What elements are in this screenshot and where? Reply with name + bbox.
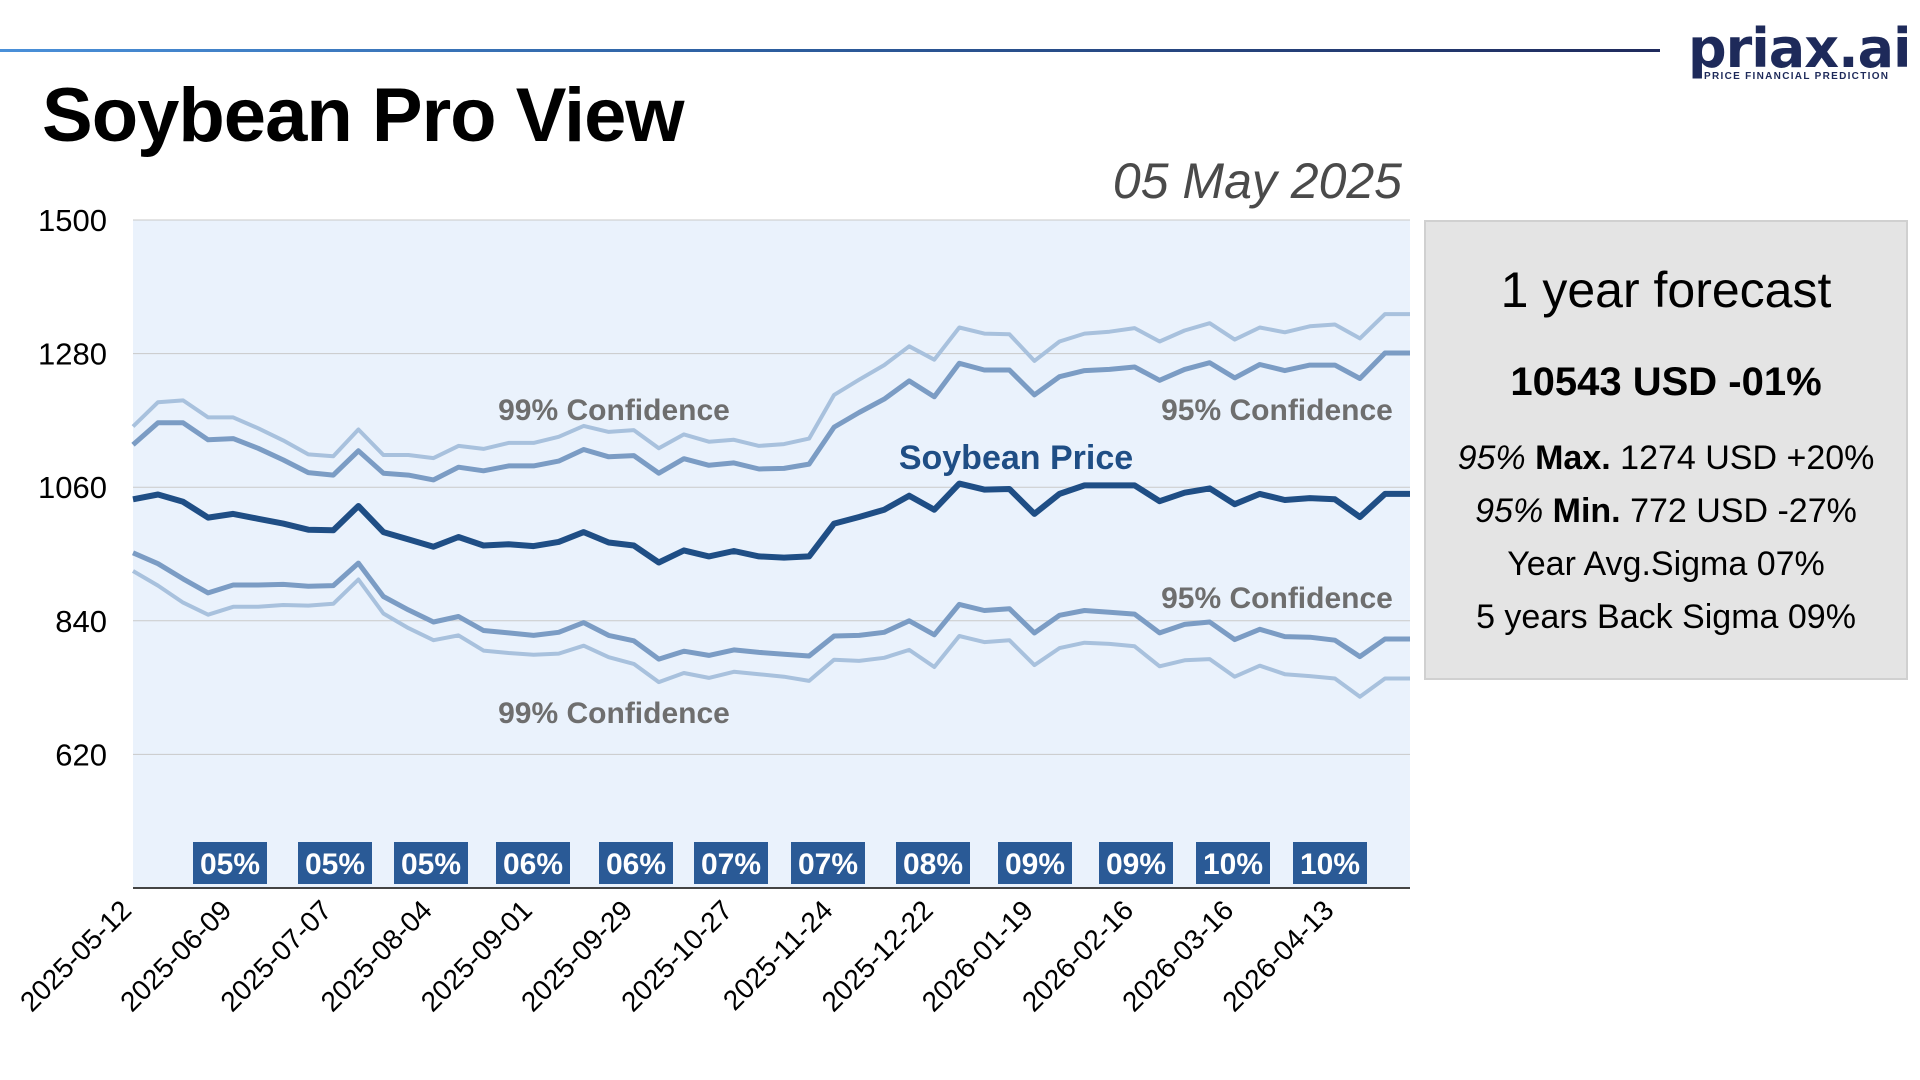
sigma-badge-label: 10% bbox=[1203, 848, 1263, 881]
sigma-badge bbox=[694, 842, 768, 884]
sigma-badge-label: 05% bbox=[305, 848, 365, 881]
sigma-badge bbox=[193, 842, 267, 884]
header-accent-line bbox=[0, 49, 1660, 52]
series-line-price bbox=[132, 480, 1410, 566]
sigma-badge-label: 08% bbox=[903, 848, 963, 881]
panel-max-line: 95% Max. 1274 USD +20% bbox=[1426, 436, 1906, 480]
forecast-panel: 1 year forecast 10543 USD -01% 95% Max. … bbox=[1424, 220, 1908, 680]
forecast-date: 05 May 2025 bbox=[1112, 153, 1402, 209]
sigma-badge bbox=[298, 842, 372, 884]
y-tick-label: 1060 bbox=[38, 470, 107, 505]
annotation-99-lower: 99% Confidence bbox=[498, 697, 730, 730]
series-line-upper99 bbox=[131, 312, 1410, 461]
y-tick-label: 1280 bbox=[38, 337, 107, 372]
sigma-badge bbox=[896, 842, 970, 884]
y-tick-label: 620 bbox=[55, 737, 107, 772]
panel-back-sigma: 5 years Back Sigma 09% bbox=[1476, 598, 1856, 636]
sigma-badge-label: 07% bbox=[701, 848, 761, 881]
y-tick-label: 1500 bbox=[38, 203, 107, 238]
max-confidence: 95% bbox=[1457, 439, 1526, 477]
page-title: Soybean Pro View bbox=[42, 73, 685, 158]
sigma-badge-label: 09% bbox=[1106, 848, 1166, 881]
logo-text: priax.ai bbox=[1688, 17, 1912, 80]
sigma-badge bbox=[998, 842, 1072, 884]
sigma-badge-label: 07% bbox=[798, 848, 858, 881]
min-value: 772 USD -27% bbox=[1630, 492, 1857, 530]
min-confidence: 95% bbox=[1475, 492, 1544, 530]
annotation-95-lower: 95% Confidence bbox=[1161, 582, 1393, 615]
sigma-badge-label: 05% bbox=[401, 848, 461, 881]
sigma-badge bbox=[1293, 842, 1367, 884]
sigma-badge bbox=[496, 842, 570, 884]
sigma-badge bbox=[1196, 842, 1270, 884]
series-line-upper95 bbox=[131, 350, 1410, 483]
max-label: Max. bbox=[1535, 439, 1611, 477]
panel-min-line: 95% Min. 772 USD -27% bbox=[1426, 489, 1906, 533]
annotation-price: Soybean Price bbox=[899, 439, 1133, 477]
sigma-badge bbox=[599, 842, 673, 884]
annotation-95-upper: 95% Confidence bbox=[1161, 394, 1393, 427]
sigma-badge-label: 06% bbox=[606, 848, 666, 881]
sigma-badge bbox=[394, 842, 468, 884]
panel-heading: 1 year forecast bbox=[1500, 262, 1832, 318]
logo-subtitle: PRICE FINANCIAL PREDICTION bbox=[1704, 71, 1890, 82]
sigma-badge-label: 06% bbox=[503, 848, 563, 881]
y-tick-label: 840 bbox=[55, 604, 107, 639]
min-label: Min. bbox=[1552, 492, 1621, 530]
sigma-badge-label: 09% bbox=[1005, 848, 1065, 881]
panel-forecast-value: 10543 USD -01% bbox=[1510, 360, 1822, 404]
sigma-badge bbox=[791, 842, 865, 884]
sigma-badge bbox=[1099, 842, 1173, 884]
max-value: 1274 USD +20% bbox=[1620, 439, 1875, 477]
brand-logo[interactable]: priax.ai PRICE FINANCIAL PREDICTION bbox=[1688, 18, 1912, 88]
forecast-chart: 620 840 1060 1280 1500 05% 05% 05% 06% 06% 07% 07% 0… bbox=[14, 203, 1410, 1018]
sigma-badge-label: 05% bbox=[200, 848, 260, 881]
series-line-lower99 bbox=[131, 569, 1410, 699]
series-line-lower95 bbox=[132, 550, 1410, 662]
annotation-99-upper: 99% Confidence bbox=[498, 394, 730, 427]
sigma-badge-label: 10% bbox=[1300, 848, 1360, 881]
panel-year-avg-sigma: Year Avg.Sigma 07% bbox=[1507, 545, 1825, 583]
